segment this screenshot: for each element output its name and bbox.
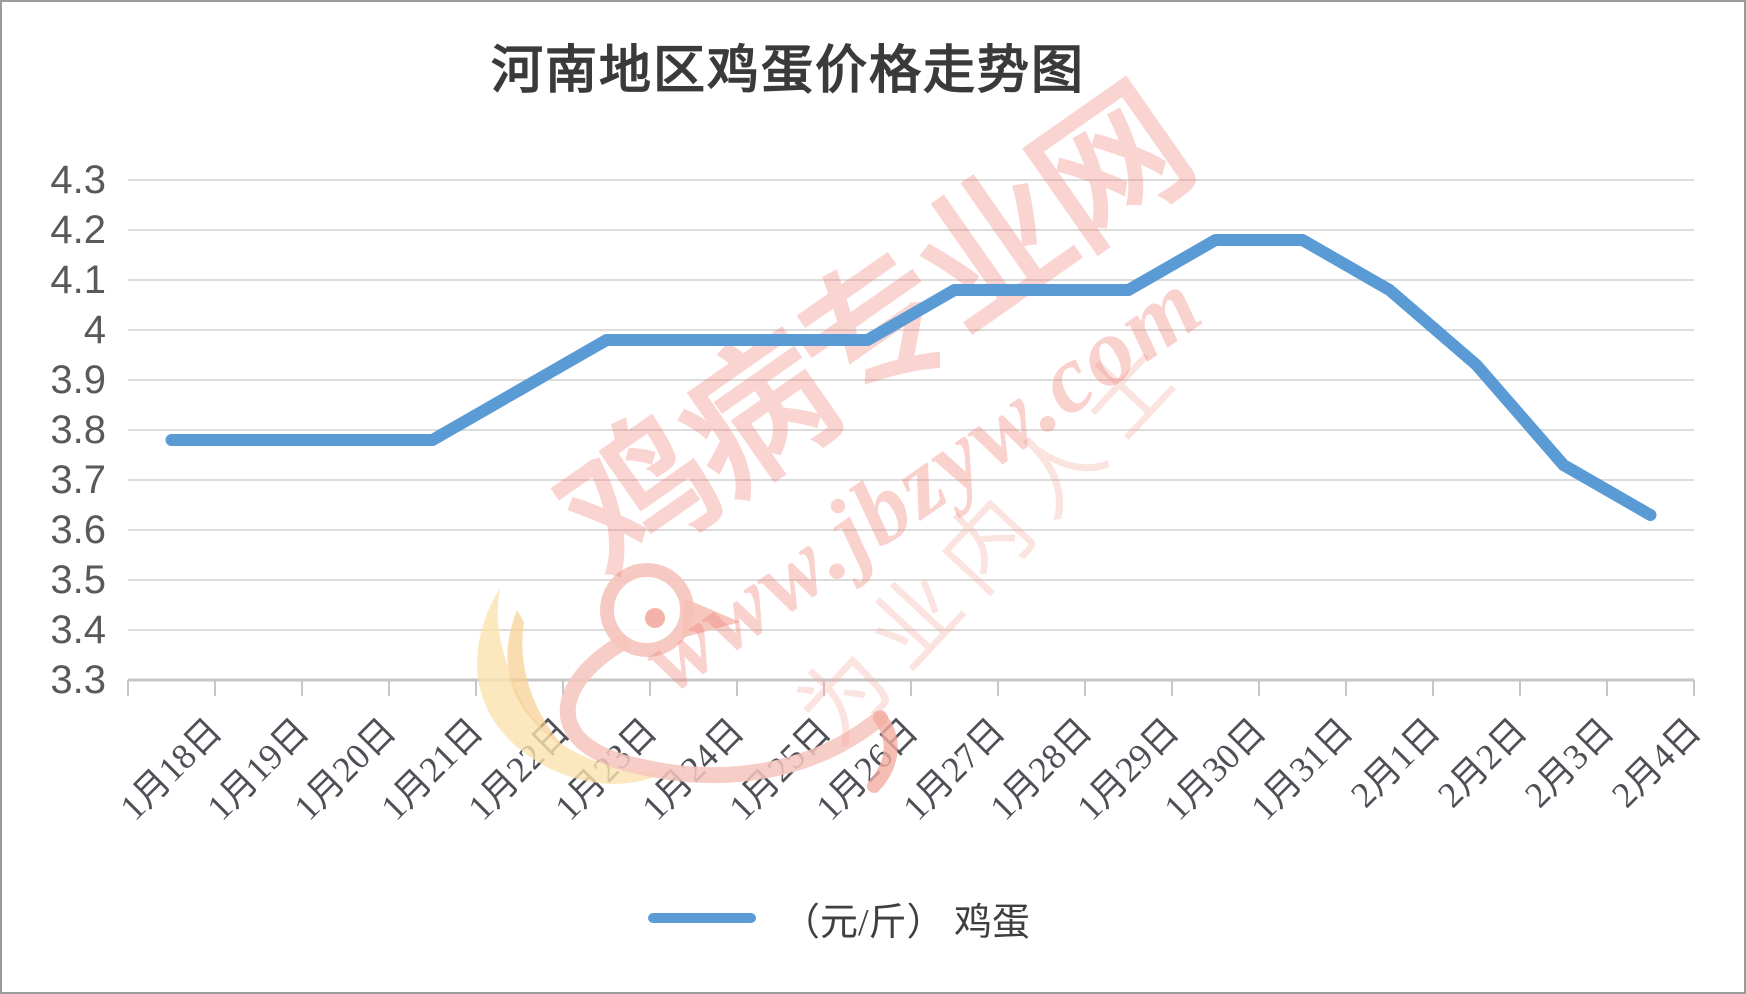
x-axis-category-label: 2月3日 xyxy=(1517,710,1623,816)
y-axis-tick-label: 4.3 xyxy=(50,158,106,202)
dove-logo-watermark-icon xyxy=(477,563,898,793)
dove-tail xyxy=(867,711,898,793)
x-axis-category-label: 1月30日 xyxy=(1156,710,1275,828)
dove-eye xyxy=(645,608,665,628)
x-axis-category-label: 1月27日 xyxy=(895,710,1014,828)
crescent-highlight xyxy=(507,610,562,745)
x-axis-category-label: 1月18日 xyxy=(112,710,231,828)
y-axis-tick-label: 3.6 xyxy=(50,508,106,552)
x-axis-category-label: 1月19日 xyxy=(199,710,318,828)
x-axis-category-label: 2月2日 xyxy=(1430,710,1536,816)
x-axis-category-label: 2月1日 xyxy=(1343,710,1449,816)
y-axis-tick-label: 4.1 xyxy=(50,258,106,302)
y-axis-tick-label: 3.7 xyxy=(50,458,106,502)
x-axis-category-label: 1月28日 xyxy=(982,710,1101,828)
price-line-series xyxy=(165,234,1657,521)
y-axis-tick-label: 4 xyxy=(83,308,106,352)
watermark-url: www.jbzyw.com xyxy=(622,248,1222,712)
legend-line-marker xyxy=(647,913,756,923)
y-axis-tick-label: 3.8 xyxy=(50,408,106,452)
legend-series-label: （元/斤） 鸡蛋 xyxy=(781,901,1031,944)
dove-head xyxy=(600,563,694,657)
x-axis-category-label: 1月24日 xyxy=(634,710,753,828)
x-axis-category-label: 1月22日 xyxy=(460,710,579,828)
legend: （元/斤） 鸡蛋 xyxy=(2,890,1710,946)
x-axis-category-label: 1月20日 xyxy=(286,710,405,828)
crescent-shape xyxy=(477,588,670,784)
dove-beak xyxy=(682,598,740,638)
y-axis-tick-label: 4.2 xyxy=(50,208,106,252)
y-axis-tick-label: 3.3 xyxy=(50,658,106,702)
x-axis-category-label: 1月21日 xyxy=(373,710,492,828)
x-axis-category-label: 2月4日 xyxy=(1604,710,1710,816)
dove-body xyxy=(559,636,888,784)
x-axis-category-label: 1月23日 xyxy=(547,710,666,828)
x-axis-category-label: 1月31日 xyxy=(1243,710,1362,828)
chart-title: 河南地区鸡蛋价格走势图 xyxy=(490,43,1085,100)
watermark-slogan: 为业内人士 xyxy=(780,316,1207,764)
x-axis-category-label: 1月29日 xyxy=(1069,710,1188,828)
y-axis-tick-label: 3.5 xyxy=(50,558,106,602)
x-axis-category-label: 1月25日 xyxy=(721,710,840,828)
watermark-brand: 鸡病专业网 xyxy=(533,61,1218,609)
y-axis-tick-label: 3.4 xyxy=(50,608,106,652)
y-axis-tick-label: 3.9 xyxy=(50,358,106,402)
x-axis-category-label: 1月26日 xyxy=(808,710,927,828)
